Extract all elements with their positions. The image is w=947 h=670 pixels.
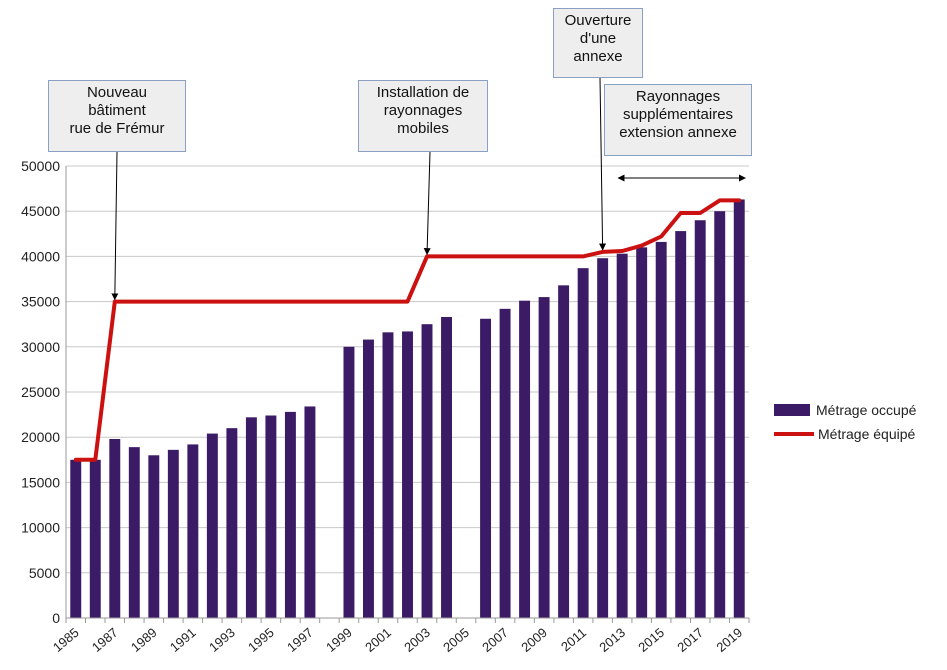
bar — [70, 459, 82, 618]
annotation-line: annexe — [573, 48, 623, 65]
bar — [304, 406, 316, 618]
bar — [538, 297, 550, 618]
bar — [128, 447, 140, 618]
bar — [421, 324, 433, 618]
annotation-line: Rayonnages — [635, 88, 721, 105]
x-tick-label: 1993 — [206, 625, 238, 655]
annotation-line: rayonnages — [383, 102, 463, 119]
annotation-annex-opening: Ouverture d'une annexe — [553, 8, 643, 78]
x-tick-label: 2005 — [440, 625, 472, 655]
x-tick-label: 2013 — [596, 625, 628, 655]
bar — [109, 439, 121, 618]
bar — [714, 211, 726, 618]
x-tick-label: 1989 — [128, 625, 160, 655]
bar — [265, 415, 277, 618]
annotation-arrow — [423, 151, 431, 256]
y-tick-label: 30000 — [21, 339, 60, 355]
annotation-line: rue de Frémur — [69, 120, 165, 137]
legend-item-equipped: Métrage équipé — [774, 422, 916, 446]
x-tick-label: 2011 — [558, 625, 589, 654]
bar — [206, 433, 218, 618]
bar — [519, 300, 531, 618]
x-tick-label: 2001 — [362, 625, 394, 655]
bar — [226, 428, 238, 618]
bar — [89, 459, 101, 618]
y-tick-label: 5000 — [29, 565, 60, 581]
x-tick-label: 2007 — [479, 625, 511, 655]
annotation-annex-extension: Rayonnages supplémentaires extension ann… — [604, 84, 752, 156]
x-tick-label: 2003 — [401, 625, 433, 655]
bar — [245, 417, 257, 618]
bar — [675, 231, 687, 618]
bar — [284, 411, 296, 618]
legend-item-occupied: Métrage occupé — [774, 398, 916, 422]
legend-swatch-line — [774, 432, 814, 436]
bar — [655, 241, 667, 618]
bar — [597, 258, 609, 618]
x-tick-label: 2015 — [635, 625, 667, 655]
annotation-line: mobiles — [397, 120, 449, 137]
y-tick-label: 10000 — [21, 520, 60, 536]
x-tick-label: 2017 — [674, 625, 706, 655]
y-tick-label: 15000 — [21, 474, 60, 490]
bar — [187, 444, 199, 618]
legend-label: Métrage occupé — [816, 402, 917, 418]
x-tick-label: 1991 — [167, 625, 199, 655]
y-tick-label: 0 — [52, 610, 60, 626]
annotation-line: bâtiment — [88, 102, 146, 119]
line-series — [73, 198, 742, 462]
bar — [480, 318, 492, 618]
bar — [441, 316, 452, 618]
bar — [558, 285, 570, 618]
y-tick-label: 40000 — [21, 248, 60, 264]
x-tick-label: 1987 — [89, 625, 121, 655]
y-tick-label: 20000 — [21, 429, 60, 445]
x-tick-label: 1985 — [50, 625, 82, 655]
annotation-line: Ouverture — [564, 12, 632, 29]
x-tick-label: 2009 — [518, 625, 550, 655]
annotation-mobile-shelving: Installation de rayonnages mobiles — [358, 80, 488, 152]
bar — [499, 308, 511, 618]
bar — [616, 253, 628, 619]
bar — [733, 199, 745, 618]
bar-series — [70, 199, 745, 619]
annotation-line: supplémentaires — [622, 106, 734, 123]
annotation-line: d'une — [579, 30, 617, 47]
annotation-new-building: Nouveau bâtiment rue de Frémur — [48, 80, 186, 152]
bar — [343, 346, 355, 618]
bar — [694, 220, 706, 619]
line-metrage-equipe — [73, 198, 742, 462]
x-tick-label: 1999 — [323, 625, 355, 655]
y-tick-label: 45000 — [21, 203, 60, 219]
y-tick-label: 35000 — [21, 294, 60, 310]
y-tick-label: 25000 — [21, 384, 60, 400]
annotation-line: Installation de — [376, 84, 470, 101]
bar — [402, 331, 413, 618]
bar — [167, 449, 179, 618]
annotation-line: Nouveau — [86, 84, 148, 101]
x-tick-label: 2019 — [713, 625, 745, 655]
bar — [636, 247, 648, 619]
x-tick-label: 1995 — [245, 625, 277, 655]
x-tick-label: 1997 — [284, 625, 316, 655]
legend-label: Métrage équipé — [818, 426, 916, 442]
annotation-line: extension annexe — [619, 124, 737, 141]
bar — [363, 339, 374, 618]
bar — [577, 268, 589, 618]
annotation-arrows — [111, 77, 746, 301]
legend-swatch-bar — [774, 404, 810, 416]
legend: Métrage occupé Métrage équipé — [774, 398, 916, 446]
annotation-arrow — [599, 77, 607, 251]
bar — [382, 332, 394, 618]
annotation-arrow — [111, 151, 119, 301]
y-tick-label: 50000 — [21, 158, 60, 174]
bar — [148, 455, 160, 618]
